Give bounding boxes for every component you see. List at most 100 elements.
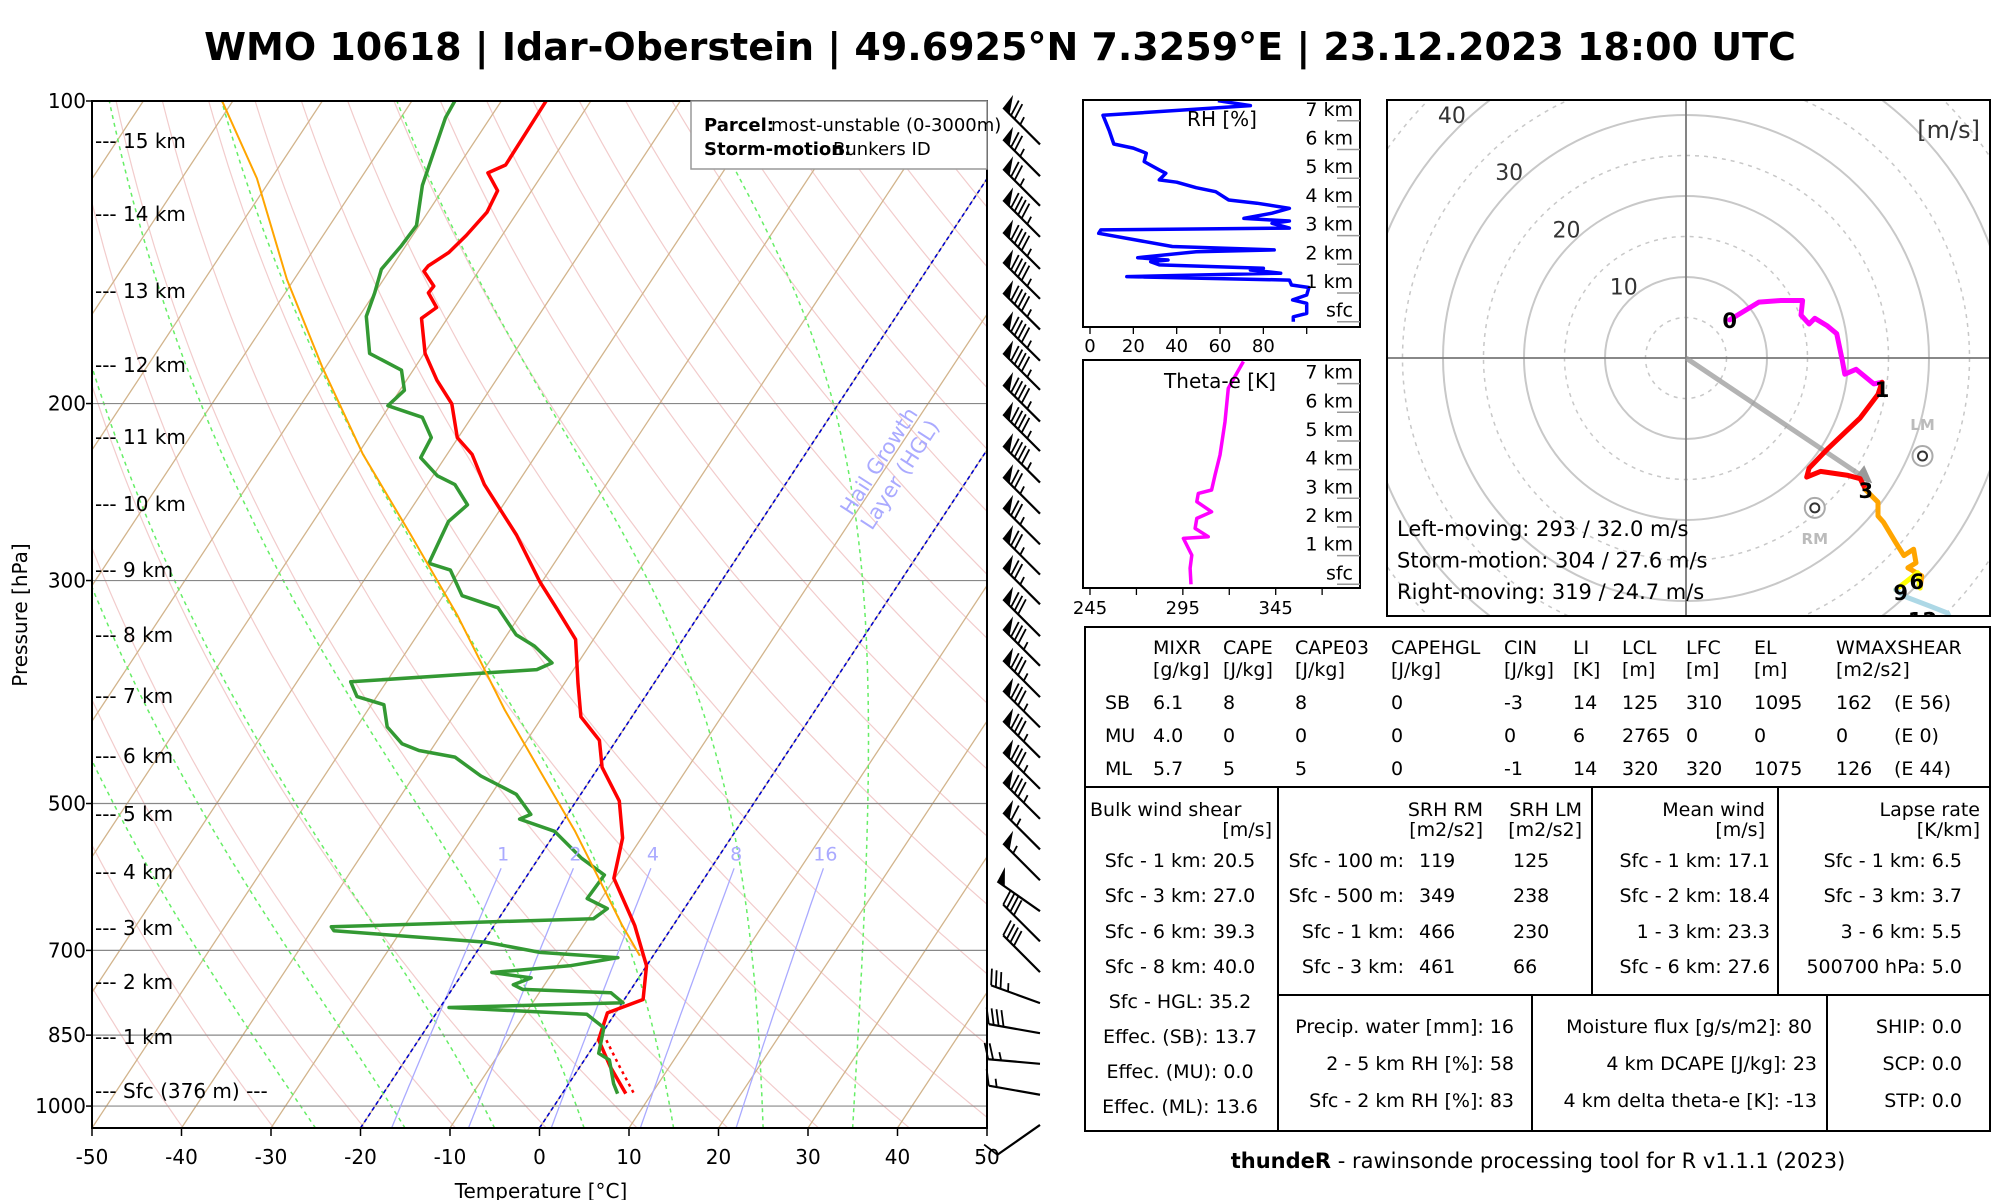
mean-wind-row: 1 - 3 km: 23.3 (1637, 921, 1770, 943)
bulk-shear-row: Sfc - 3 km: 27.0 (1105, 885, 1256, 907)
barb-full (983, 1042, 990, 1060)
mean-wind-title: Mean wind (1662, 799, 1765, 821)
isotherm (717, 720, 987, 1128)
isotherm (92, 101, 771, 1128)
temp-tick-label: 30 (795, 1145, 820, 1169)
barb-flag (1003, 769, 1014, 789)
isotherm (92, 101, 681, 994)
barb-full (1017, 445, 1027, 462)
dry-adiabat (161, 101, 820, 1128)
temp-tick-label: -50 (76, 1145, 109, 1169)
bulk-shear-row: Effec. (SB): 13.7 (1103, 1026, 1257, 1048)
barb-half (1022, 794, 1029, 804)
composite-index-row: SHIP: 0.0 (1876, 1016, 1962, 1038)
barb-half (1019, 486, 1025, 495)
srh-row-label: Sfc - 1 km: (1302, 921, 1404, 943)
height-label: --- Sfc (376 m) --- (95, 1079, 268, 1103)
barb-full (1013, 656, 1024, 673)
isotherm (628, 584, 987, 1128)
hodograph-units: [m/s] (1917, 116, 1980, 144)
barb-full (1010, 744, 1020, 761)
barb-full (1017, 628, 1027, 645)
hodograph-segment (1893, 587, 1952, 616)
rh-frame (1082, 99, 1361, 328)
mixing-ratio-label: 16 (813, 843, 837, 865)
mean-wind-row: Sfc - 6 km: 27.6 (1619, 956, 1770, 978)
barb-half (1026, 461, 1032, 471)
barb-half (1019, 546, 1025, 556)
srh-lm-value: 66 (1513, 956, 1537, 978)
barb-flag (1003, 525, 1014, 545)
srh-lm-value: 125 (1513, 850, 1549, 872)
wind-barb (1002, 739, 1041, 790)
rh-line (1096, 100, 1311, 322)
table-cell: 14 (1573, 692, 1597, 714)
height-label: --- 3 km (95, 916, 173, 940)
barb-half (1019, 178, 1025, 187)
table-cell: 8 (1223, 692, 1235, 714)
bulk-shear-title: Bulk wind shear (1090, 799, 1242, 821)
srh-row-label: Sfc - 500 m: (1289, 885, 1404, 907)
wind-barb (1002, 830, 1041, 882)
rh-x-tick-label: 40 (1165, 336, 1188, 357)
table-cell: 5.7 (1153, 758, 1183, 780)
hodograph-frame (1386, 99, 1991, 617)
barb-flag (1003, 647, 1014, 667)
wind-barb (1002, 219, 1041, 270)
rh-height-label: 4 km (1305, 185, 1353, 207)
downdraft-row: 4 km delta theta-e [K]: -13 (1564, 1090, 1817, 1112)
barb-full (1013, 686, 1024, 703)
wind-barb (1002, 187, 1041, 238)
barb-flag (1003, 187, 1014, 207)
legend-storm-label: Storm-motion: (704, 139, 851, 160)
table-cell: 6.1 (1153, 692, 1183, 714)
barb-flag (1003, 799, 1014, 820)
height-label: --- 13 km (95, 279, 186, 303)
barb-full (1010, 438, 1020, 454)
table-row-label: MU (1105, 725, 1135, 747)
temp-tick-label: -20 (344, 1145, 377, 1169)
isotherm (449, 313, 987, 1128)
rh-height-label: 3 km (1305, 214, 1353, 236)
wind-barb (1002, 340, 1041, 391)
bulk-shear-row: Sfc - 8 km: 40.0 (1105, 956, 1256, 978)
barb-half (1019, 148, 1025, 157)
barb-full (1017, 659, 1027, 676)
barb-full (1020, 417, 1031, 434)
rh-height-label: 2 km (1305, 242, 1353, 264)
barb-half (1015, 818, 1022, 827)
barb-flag (1003, 249, 1014, 269)
storm-motion-text: Right-moving: 319 / 24.7 m/s (1397, 580, 1704, 604)
temp-tick-label: 0 (533, 1145, 546, 1169)
dry-adiabat (115, 101, 729, 1128)
barb-full (1013, 778, 1024, 794)
isotherm (92, 101, 592, 858)
barb-full (1005, 923, 1016, 940)
temp-tick-label: -40 (165, 1145, 198, 1169)
left-mover-marker (1911, 445, 1934, 468)
barb-full (1010, 591, 1020, 608)
dry-adiabat (625, 101, 987, 576)
hodograph-ring-label: 40 (1438, 104, 1466, 129)
srh-lm-value: 230 (1513, 921, 1549, 943)
height-label: --- 15 km (95, 129, 186, 153)
srh-row-label: Sfc - 100 m: (1289, 850, 1404, 872)
temp-tick-label: -30 (255, 1145, 288, 1169)
legend-parcel-label: Parcel: (704, 115, 774, 136)
barb-flag (1003, 401, 1014, 421)
mean-wind-row: Sfc - 2 km: 18.4 (1619, 885, 1770, 907)
wind-barb (983, 1124, 1041, 1156)
table-frame (1084, 626, 1991, 1132)
barb-full (994, 970, 998, 988)
wind-barb (1002, 464, 1041, 515)
barb-full (1010, 713, 1020, 730)
lapse-rate-row: 3 - 6 km: 5.5 (1841, 921, 1962, 943)
mixing-ratio-line (735, 868, 825, 1128)
isotherm (92, 101, 323, 452)
storm-motion-text: Storm-motion: 304 / 27.6 m/s (1397, 549, 1707, 573)
rh-x-tick-label: 60 (1209, 336, 1232, 357)
table-cell: 0 (1836, 725, 1848, 747)
rh-height-label: sfc (1326, 300, 1353, 322)
barb-half (1026, 369, 1032, 378)
table-cell: 0 (1754, 725, 1766, 747)
